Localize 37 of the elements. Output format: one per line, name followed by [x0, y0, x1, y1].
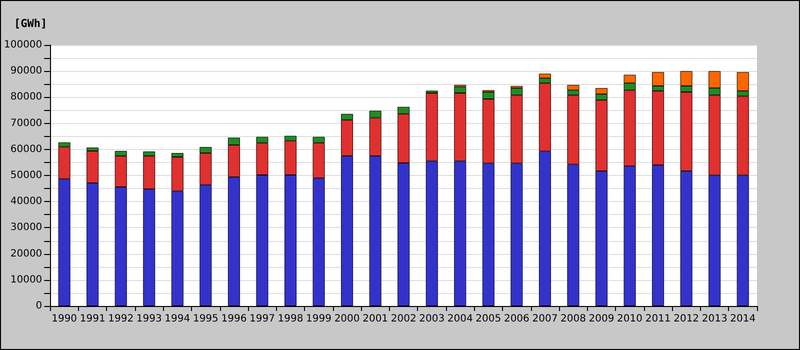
x-tick-label: 2009: [588, 314, 614, 324]
x-tick-label: 2007: [532, 314, 558, 324]
x-tick-label: 1997: [249, 314, 275, 324]
x-tick-label: 2001: [362, 314, 388, 324]
x-tick-label: 2004: [447, 314, 473, 324]
x-tick-label: 1999: [306, 314, 332, 324]
x-tick-label: 2014: [730, 314, 756, 324]
x-tick-label: 2005: [476, 314, 502, 324]
x-tick-label: 2013: [702, 314, 728, 324]
y-tick-label: 40000: [10, 196, 42, 208]
x-tick-label: 2011: [645, 314, 671, 324]
x-tick-label: 2006: [504, 314, 530, 324]
x-tick-label: 2008: [560, 314, 586, 324]
x-tick-label: 1991: [80, 314, 106, 324]
y-tick-label: 80000: [10, 92, 42, 103]
x-tick-label: 1995: [192, 314, 218, 324]
x-tick-label: 1994: [164, 314, 190, 324]
y-tick-label: 30000: [10, 222, 42, 234]
y-axis-title: [GWh]: [14, 17, 48, 30]
y-tick-label: 70000: [10, 118, 42, 129]
y-tick-label: 100000: [4, 40, 42, 50]
x-tick-label: 1993: [136, 314, 162, 324]
y-tick-label: 10000: [10, 274, 42, 286]
x-tick-label: 1992: [108, 314, 134, 324]
x-tick-label: 2010: [617, 314, 642, 324]
x-tick-label: 1990: [52, 314, 78, 324]
x-tick-label: 2012: [674, 314, 700, 324]
y-tick-label: 60000: [10, 144, 42, 155]
x-tick-label: 2003: [419, 314, 445, 324]
y-tick-label: 90000: [10, 66, 42, 77]
y-tick-label: 20000: [10, 248, 42, 260]
x-tick-label: 2000: [334, 314, 360, 324]
y-tick-label: 0: [36, 300, 42, 312]
x-tick-label: 2002: [390, 314, 416, 324]
x-tick-label: 1996: [221, 314, 247, 324]
x-tick-label: 1998: [278, 314, 304, 324]
y-tick-label: 50000: [10, 170, 42, 181]
